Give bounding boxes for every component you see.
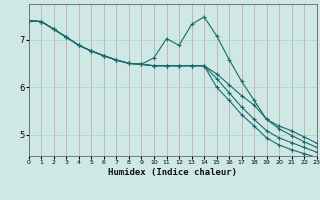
X-axis label: Humidex (Indice chaleur): Humidex (Indice chaleur)	[108, 168, 237, 177]
